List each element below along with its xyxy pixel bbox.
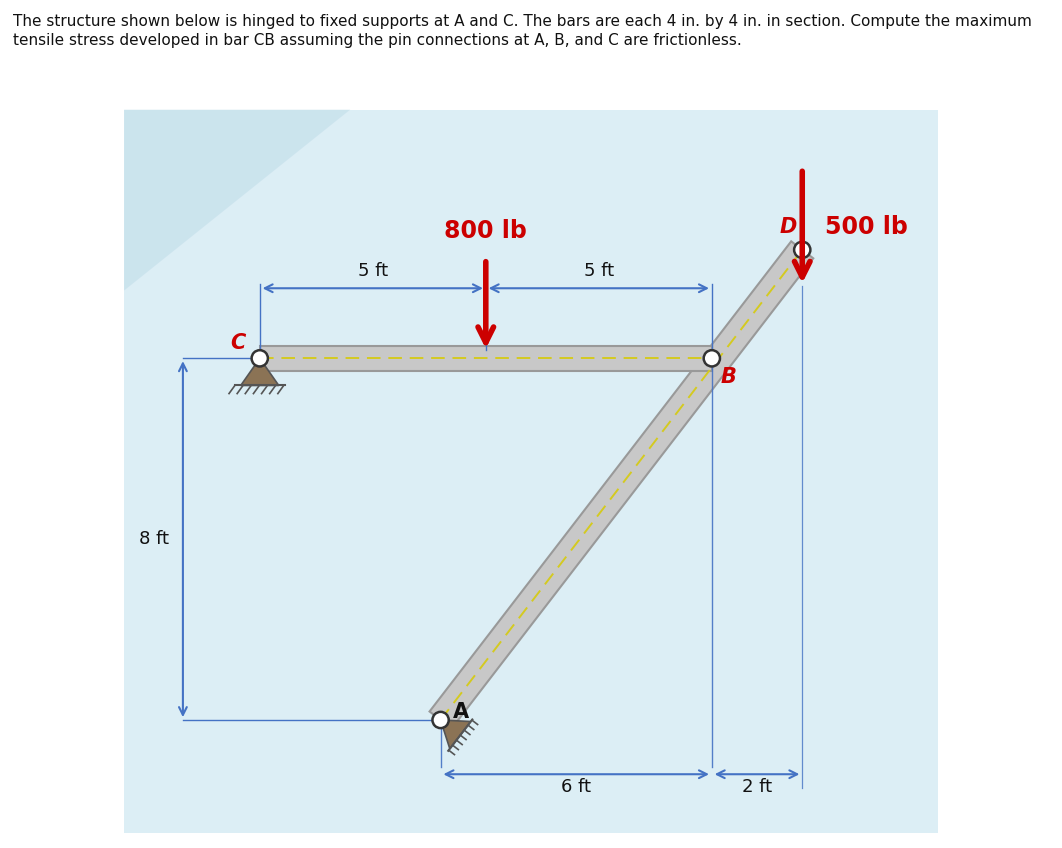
Text: 6 ft: 6 ft: [561, 778, 592, 796]
Polygon shape: [429, 242, 813, 728]
Circle shape: [704, 350, 720, 366]
Text: The structure shown below is hinged to fixed supports at A and C. The bars are e: The structure shown below is hinged to f…: [13, 14, 1031, 30]
Polygon shape: [241, 359, 278, 386]
Circle shape: [252, 350, 268, 366]
Text: B: B: [721, 367, 737, 388]
Polygon shape: [124, 109, 938, 848]
Polygon shape: [441, 720, 470, 749]
Polygon shape: [260, 346, 712, 371]
Circle shape: [794, 242, 810, 258]
Text: C: C: [230, 333, 245, 354]
Text: 5 ft: 5 ft: [358, 261, 388, 280]
Text: 2 ft: 2 ft: [742, 778, 772, 796]
Text: 8 ft: 8 ft: [138, 530, 169, 548]
Text: 500 lb: 500 lb: [825, 215, 908, 239]
Text: 800 lb: 800 lb: [444, 219, 527, 243]
Polygon shape: [124, 109, 350, 291]
Text: A: A: [453, 702, 469, 722]
Circle shape: [432, 711, 449, 728]
Text: 5 ft: 5 ft: [584, 261, 614, 280]
Text: D: D: [780, 216, 796, 237]
Text: tensile stress developed in bar CB assuming the pin connections at A, B, and C a: tensile stress developed in bar CB assum…: [13, 33, 741, 48]
